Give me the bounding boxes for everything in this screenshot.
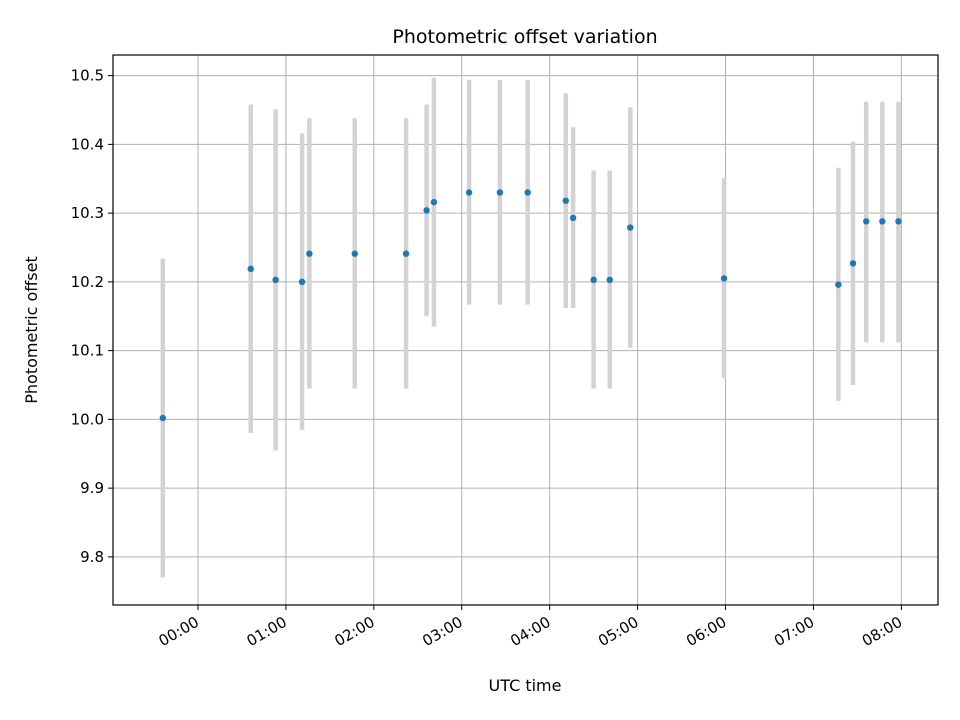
y-axis-ticks: 9.8 9.9 10.0 10.1 10.2 10.3 10.4 10.5 xyxy=(71,67,113,566)
x-tick-label: 03:00 xyxy=(419,613,465,650)
data-point xyxy=(159,414,167,422)
plot-area-frame xyxy=(112,54,939,606)
data-point xyxy=(720,275,728,282)
data-point xyxy=(562,197,569,204)
error-bars xyxy=(160,77,901,578)
data-point xyxy=(430,198,438,206)
x-tick-label: 00:00 xyxy=(156,613,202,650)
y-tick-label: 10.3 xyxy=(71,204,104,222)
x-tick-label: 04:00 xyxy=(507,613,553,650)
data-point xyxy=(423,207,430,214)
x-tick-label: 02:00 xyxy=(331,613,377,650)
x-tick-label: 01:00 xyxy=(243,613,289,650)
data-point xyxy=(569,214,577,222)
chart-title: Photometric offset variation xyxy=(392,26,657,48)
x-axis-ticks: 00:00 01:00 02:00 03:00 04:00 05:00 06:00 07:00… xyxy=(156,605,905,650)
data-point xyxy=(247,265,254,273)
x-axis-label: UTC time xyxy=(489,676,562,695)
y-tick-label: 9.9 xyxy=(80,479,104,497)
data-point xyxy=(402,250,410,257)
data-point xyxy=(606,276,613,284)
data-point xyxy=(849,260,857,267)
x-tick-label: 07:00 xyxy=(771,613,817,650)
data-point xyxy=(465,189,473,196)
data-point xyxy=(590,276,597,284)
y-tick-label: 10.2 xyxy=(71,273,104,291)
data-point xyxy=(496,189,504,196)
data-point xyxy=(306,250,313,257)
y-tick-label: 10.5 xyxy=(71,67,104,85)
y-tick-label: 10.1 xyxy=(71,342,104,360)
x-tick-label: 08:00 xyxy=(859,613,905,650)
data-point xyxy=(524,189,531,196)
data-point xyxy=(272,276,279,284)
y-tick-label: 9.8 xyxy=(80,548,104,566)
data-points xyxy=(159,189,902,422)
y-tick-label: 10.0 xyxy=(71,410,104,428)
data-point xyxy=(351,250,358,257)
x-tick-label: 05:00 xyxy=(595,613,641,650)
data-point xyxy=(879,218,886,225)
y-tick-label: 10.4 xyxy=(71,135,104,153)
data-point xyxy=(862,218,870,225)
x-tick-label: 06:00 xyxy=(683,613,729,650)
y-axis-label: Photometric offset xyxy=(22,256,41,404)
data-point xyxy=(895,218,902,225)
data-point xyxy=(835,281,842,288)
data-point xyxy=(627,224,634,231)
data-point xyxy=(298,278,306,286)
